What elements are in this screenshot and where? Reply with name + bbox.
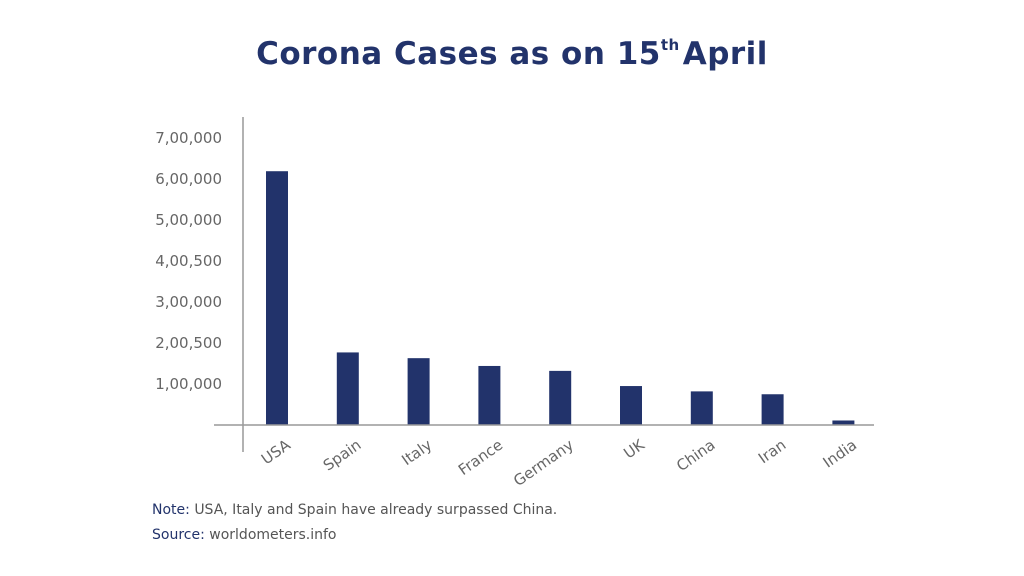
x-tick-labels: USA Spain Italy France Germany UK China Iran Ind… xyxy=(258,435,860,490)
y-tick-label: 6,00,000 xyxy=(155,170,222,188)
note-label: Note: xyxy=(152,502,190,518)
bar-india xyxy=(832,420,855,425)
bar-italy xyxy=(407,358,430,425)
y-tick-label: 4,00,500 xyxy=(155,252,222,270)
bar-spain xyxy=(336,352,359,425)
x-tick-label: Italy xyxy=(398,436,435,469)
y-tick-label: 5,00,000 xyxy=(155,211,222,229)
x-tick-label: USA xyxy=(258,435,294,468)
x-tick-label: China xyxy=(673,436,718,475)
title-end: April xyxy=(682,36,768,72)
y-tick-label: 1,00,000 xyxy=(155,375,222,393)
bar-china xyxy=(690,391,713,425)
footer-source: Source: worldometers.info xyxy=(152,527,337,543)
bar-uk xyxy=(620,386,642,425)
source-label: Source: xyxy=(152,527,205,543)
y-tick-label: 3,00,000 xyxy=(155,293,222,311)
y-tick-labels: 1,00,000 2,00,500 3,00,000 4,00,500 5,00,000… xyxy=(155,129,222,393)
x-tick-label: Iran xyxy=(755,436,789,468)
title-superscript: th xyxy=(660,36,680,54)
bar-iran xyxy=(761,394,784,425)
source-text: worldometers.info xyxy=(209,527,337,543)
x-tick-label: France xyxy=(455,436,506,479)
footer-note: Note: USA, Italy and Spain have already … xyxy=(152,502,557,518)
bar-germany xyxy=(549,370,572,425)
x-tick-label: UK xyxy=(620,435,648,462)
bar-usa xyxy=(266,171,288,425)
title-main: Corona Cases as on 15 xyxy=(256,36,661,72)
chart-title: Corona Cases as on 15thApril xyxy=(0,36,1024,72)
bars xyxy=(266,171,855,425)
x-tick-label: Germany xyxy=(510,436,577,490)
note-text: USA, Italy and Spain have already surpas… xyxy=(194,502,558,518)
x-tick-label: Spain xyxy=(320,436,365,475)
bar-france xyxy=(478,365,501,425)
y-tick-label: 2,00,500 xyxy=(155,334,222,352)
x-tick-label: India xyxy=(820,436,860,472)
y-tick-label: 7,00,000 xyxy=(155,129,222,147)
